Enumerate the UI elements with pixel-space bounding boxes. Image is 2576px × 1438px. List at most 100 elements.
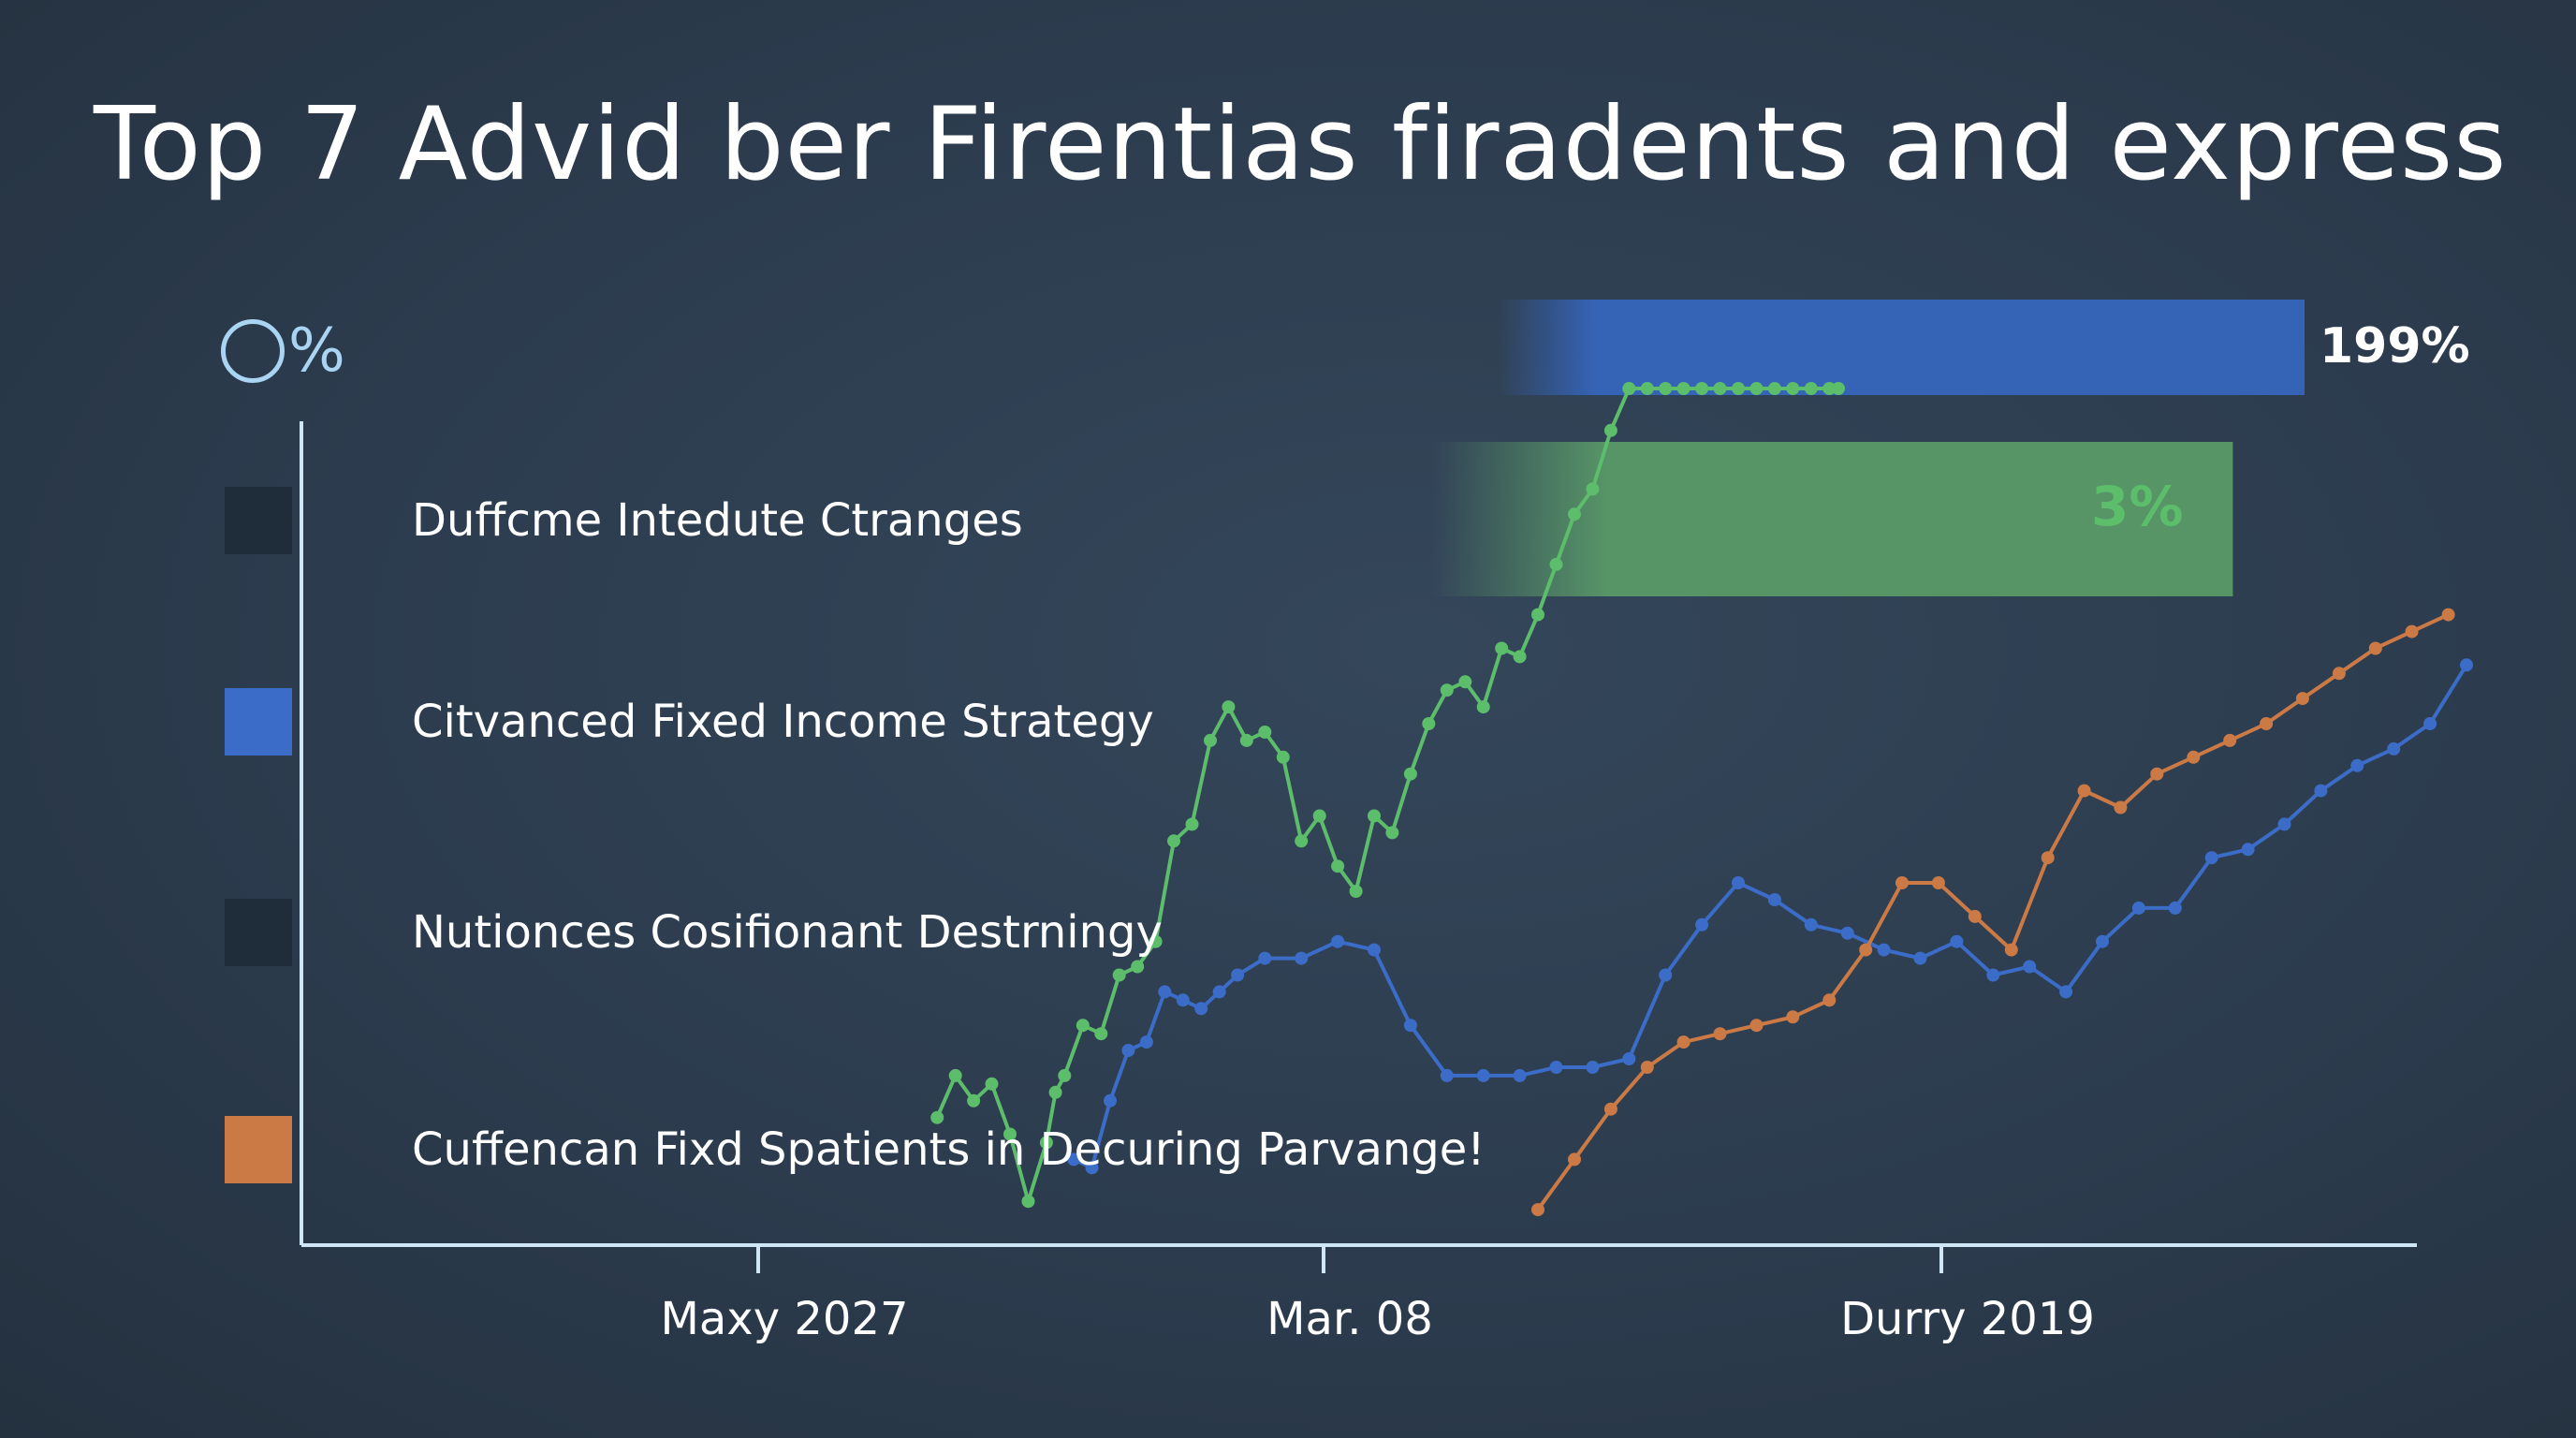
series-2-point: [1832, 382, 1845, 395]
series-3-point: [2150, 767, 2164, 781]
legend-item: Cuffencan Fixd Spatients in Decuring Par…: [225, 1116, 1486, 1183]
series-3-point: [1531, 1203, 1544, 1217]
x-tick-label-1: Maxy 2027: [660, 1293, 908, 1345]
series-2-point: [1476, 700, 1490, 714]
legend-swatch: [225, 688, 292, 756]
x-tick-label-2: Mar. 08: [1266, 1293, 1433, 1345]
series-3-point: [1822, 993, 1837, 1007]
series-3-point: [2114, 800, 2128, 814]
legend-label: Duffcme Intedute Ctranges: [412, 494, 1023, 547]
series-1-point: [2241, 843, 2255, 857]
series-2-point: [1349, 885, 1363, 898]
series-1-point: [1877, 943, 1891, 957]
series-2-point: [1603, 423, 1617, 437]
series-1-point: [2131, 901, 2145, 915]
series-1-point: [1659, 968, 1673, 982]
series-1-point: [2096, 934, 2109, 948]
series-1-point: [2204, 851, 2218, 865]
series-2-point: [1112, 968, 1126, 982]
series-2-point: [1695, 382, 1709, 395]
series-1-point: [1121, 1044, 1135, 1057]
series-2-point: [1422, 717, 1436, 730]
series-1-point: [1067, 1152, 1081, 1167]
series-3-point: [1713, 1027, 1727, 1041]
series-line-2: [935, 387, 1838, 1204]
series-1-point: [1767, 893, 1781, 906]
percent-circle-icon: [221, 319, 285, 383]
series-1-point: [1476, 1068, 1490, 1082]
series-2-point: [1295, 834, 1309, 848]
bar-2: [1432, 442, 2233, 596]
series-1-point: [2023, 960, 2037, 974]
bar-2-value-label: 3%: [2091, 475, 2184, 538]
series-2-point: [1258, 726, 1272, 739]
series-1-point: [1212, 985, 1226, 999]
series-3-point: [1676, 1035, 1690, 1049]
legend-label: Cuffencan Fixd Spatients in Decuring Par…: [412, 1123, 1486, 1176]
series-2-point: [1458, 675, 1472, 689]
series-2-point: [1568, 507, 1581, 521]
legend-swatch: [225, 899, 292, 966]
series-1-point: [1840, 926, 1854, 940]
series-1-point: [2350, 758, 2364, 772]
series-2-point: [1276, 750, 1290, 764]
series-2-point: [1222, 700, 1236, 714]
series-line-1: [1073, 664, 2468, 1170]
series-2-point: [1531, 608, 1544, 622]
series-2-point: [985, 1077, 999, 1091]
series-1-point: [1549, 1061, 1563, 1074]
series-2-point: [1167, 834, 1180, 848]
series-1-point: [1158, 985, 1172, 999]
series-3-point: [2368, 641, 2382, 655]
series-1-point: [1695, 917, 1709, 932]
series-1-point: [1913, 951, 1927, 965]
series-2-point: [1239, 733, 1253, 747]
series-2-point: [1622, 382, 1636, 395]
series-1-point: [1513, 1068, 1527, 1082]
series-1-point: [1586, 1061, 1600, 1074]
series-1-point: [2059, 985, 2073, 999]
series-2-point: [1094, 1027, 1108, 1041]
series-2-point: [1058, 1068, 1072, 1082]
series-2-point: [1749, 382, 1764, 395]
series-2-point: [1021, 1195, 1035, 1209]
series-3-point: [1786, 1010, 1800, 1024]
series-2-point: [1659, 382, 1673, 395]
y-axis-unit-label: %: [288, 316, 345, 386]
series-3-point: [1568, 1152, 1581, 1167]
series-1-point: [1804, 917, 1818, 932]
series-2-point: [1640, 382, 1654, 395]
series-2-point: [1586, 482, 1600, 496]
series-3-point: [1603, 1102, 1617, 1116]
legend-label: Nutionces Cosifionant Destrningy: [412, 906, 1163, 959]
series-2-point: [1513, 650, 1527, 664]
series-1-point: [2168, 901, 2182, 915]
series-1-point: [1440, 1068, 1454, 1082]
series-2-point: [1039, 1136, 1053, 1150]
series-2-point: [1331, 859, 1345, 873]
bar-1: [1498, 300, 2305, 395]
series-3-point: [2223, 733, 2237, 747]
series-3-point: [2041, 851, 2055, 865]
series-2-point: [1076, 1019, 1090, 1033]
series-1-point: [2277, 817, 2291, 831]
series-2-point: [1495, 641, 1509, 655]
series-1-point: [1231, 968, 1245, 982]
series-2-point: [1767, 382, 1781, 395]
series-2-point: [1385, 826, 1399, 840]
series-3-point: [1859, 943, 1873, 957]
legend-swatch: [225, 1116, 292, 1183]
series-1-point: [1622, 1052, 1636, 1065]
series-1-point: [1085, 1161, 1099, 1175]
series-1-point: [1403, 1019, 1417, 1033]
series-3-point: [2295, 692, 2309, 706]
series-2-point: [930, 1110, 944, 1124]
series-line-3: [1536, 612, 2450, 1211]
series-1-point: [1176, 993, 1190, 1007]
series-3-point: [1640, 1061, 1654, 1074]
series-1-point: [1986, 968, 2000, 982]
series-2-point: [1204, 733, 1217, 747]
legend-swatch: [225, 487, 292, 554]
series-2-point: [1131, 960, 1145, 974]
series-3-point: [1968, 909, 1982, 923]
